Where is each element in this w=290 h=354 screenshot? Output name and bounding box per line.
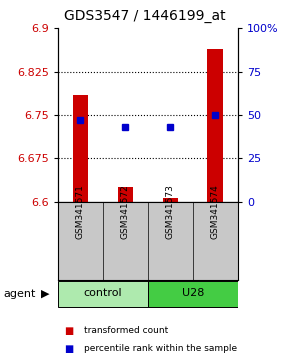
Text: ■: ■ [64,326,73,336]
Text: ■: ■ [64,344,73,354]
Text: transformed count: transformed count [84,326,168,336]
Text: GSM341573: GSM341573 [166,184,175,239]
Text: GDS3547 / 1446199_at: GDS3547 / 1446199_at [64,9,226,23]
Bar [207,48,223,202]
Text: GSM341574: GSM341574 [211,184,220,239]
Text: agent: agent [3,289,35,299]
Bar [117,187,133,202]
Text: GSM341572: GSM341572 [121,184,130,239]
Text: ▶: ▶ [41,289,49,299]
Text: control: control [84,288,122,298]
Text: percentile rank within the sample: percentile rank within the sample [84,344,237,353]
Text: GSM341571: GSM341571 [76,184,85,239]
Bar [58,281,148,307]
Bar [162,198,178,202]
Bar [148,281,238,307]
Text: U28: U28 [182,288,204,298]
Bar [72,95,88,202]
